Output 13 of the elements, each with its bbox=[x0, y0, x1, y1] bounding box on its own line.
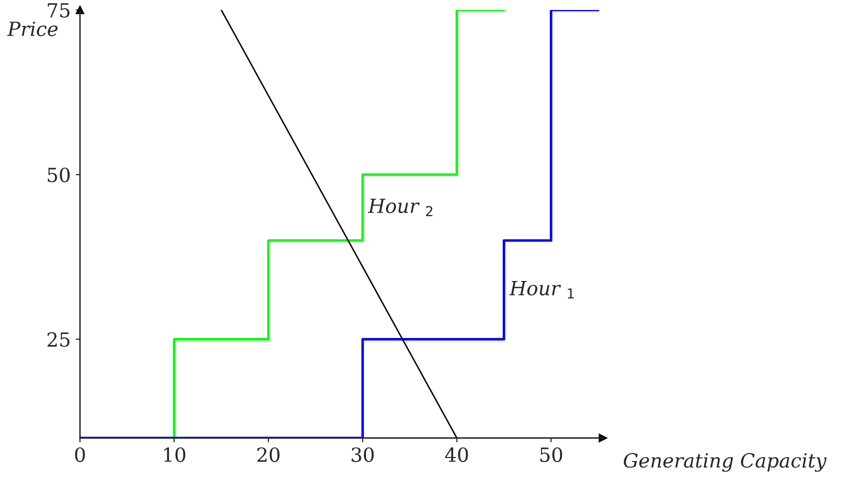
x-tick-label: 20 bbox=[257, 447, 280, 462]
x-tick-label: 0 bbox=[75, 447, 85, 462]
y-axis-title: Price bbox=[7, 22, 58, 36]
x-tick-label: 40 bbox=[445, 447, 468, 462]
x-tick-label: 50 bbox=[540, 447, 562, 462]
x-axis-title: Generating Capacity bbox=[624, 453, 827, 472]
x-tick-label: 30 bbox=[352, 447, 374, 462]
series-label: Hour $_{1}$ bbox=[509, 281, 574, 298]
y-tick-label: 75 bbox=[48, 3, 70, 18]
series-label: Hour $_{2}$ bbox=[368, 198, 432, 216]
x-tick-label: 10 bbox=[164, 447, 186, 462]
y-tick-label: 50 bbox=[48, 168, 70, 182]
y-tick-label: 25 bbox=[48, 332, 70, 347]
